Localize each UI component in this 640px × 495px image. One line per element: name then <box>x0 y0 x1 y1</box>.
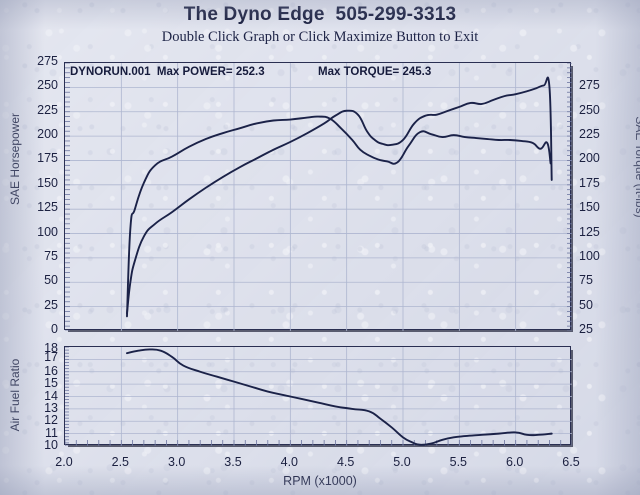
y-tick-afr-12: 12 <box>44 413 58 428</box>
y-tick-afr-18: 18 <box>44 341 58 355</box>
horsepower-curve <box>126 76 553 315</box>
y-tick-torque-25: 25 <box>579 322 593 336</box>
y-tick-hp-125: 125 <box>37 200 58 215</box>
y-tick-afr-14: 14 <box>44 388 58 403</box>
y-axis-title-horsepower: SAE Horsepower <box>8 112 22 206</box>
y-tick-torque-50: 50 <box>579 297 593 312</box>
y-tick-afr-10: 10 <box>44 438 58 452</box>
max-torque-annotation: Max TORQUE= 245.3 <box>318 66 432 78</box>
title-block: The Dyno Edge 505-299-3313 Double Click … <box>0 4 640 46</box>
y-axis-title-torque: SAE Torque (ft-lbs) <box>633 116 640 218</box>
y-tick-hp-275: 275 <box>37 54 58 68</box>
main-plot-area[interactable] <box>64 62 572 331</box>
torque-curve <box>126 115 552 318</box>
y-tick-afr-15: 15 <box>44 376 58 391</box>
x-tick-6-5: 6.5 <box>562 455 580 469</box>
y-tick-hp-100: 100 <box>37 224 58 239</box>
x-tick-2-5: 2.5 <box>111 455 130 469</box>
y-tick-afr-13: 13 <box>44 400 58 415</box>
y-tick-torque-200: 200 <box>579 151 600 166</box>
y-tick-hp-0: 0 <box>51 322 58 336</box>
y-tick-hp-250: 250 <box>37 78 58 93</box>
x-tick-5-5: 5.5 <box>449 455 468 469</box>
y-tick-hp-150: 150 <box>37 175 58 190</box>
y-tick-hp-75: 75 <box>44 248 58 263</box>
y-tick-torque-225: 225 <box>579 127 600 142</box>
y-tick-hp-50: 50 <box>44 273 58 288</box>
y-tick-torque-275: 275 <box>579 78 600 93</box>
y-tick-torque-125: 125 <box>579 224 600 239</box>
x-tick-4-0: 4.0 <box>280 455 299 469</box>
x-tick-4-5: 4.5 <box>336 455 355 469</box>
y-tick-afr-11: 11 <box>45 425 58 440</box>
page-title: The Dyno Edge 505-299-3313 <box>183 4 457 25</box>
y-tick-afr-16: 16 <box>44 363 58 378</box>
x-tick-3-0: 3.0 <box>167 455 186 469</box>
air-fuel-ratio-plot-area[interactable] <box>64 346 572 446</box>
x-tick-5-0: 5.0 <box>393 455 411 469</box>
y-tick-torque-100: 100 <box>579 248 600 263</box>
y-tick-hp-225: 225 <box>37 102 58 117</box>
x-axis-title-rpm: RPM (x1000) <box>283 474 357 488</box>
page-subtitle: Double Click Graph or Click Maximize But… <box>161 29 479 45</box>
y-tick-torque-250: 250 <box>579 102 600 117</box>
y-tick-torque-75: 75 <box>579 273 593 288</box>
power-torque-curves <box>65 63 572 331</box>
air-fuel-ratio-curve <box>126 348 553 446</box>
y-tick-hp-200: 200 <box>37 127 58 142</box>
air-fuel-ratio-curve <box>65 347 572 446</box>
x-tick-6-0: 6.0 <box>505 455 524 469</box>
x-tick-3-5: 3.5 <box>224 455 242 469</box>
y-tick-hp-25: 25 <box>44 297 58 312</box>
y-tick-torque-150: 150 <box>579 200 600 215</box>
y-tick-afr-17: 17 <box>44 350 58 365</box>
y-tick-torque-175: 175 <box>579 175 600 190</box>
x-tick-2-0: 2.0 <box>55 455 73 469</box>
y-axis-title-air-fuel-ratio: Air Fuel Ratio <box>8 358 22 432</box>
y-tick-hp-175: 175 <box>37 151 58 166</box>
max-power-annotation: DYNORUN.001 Max POWER= 252.3 <box>70 66 265 78</box>
